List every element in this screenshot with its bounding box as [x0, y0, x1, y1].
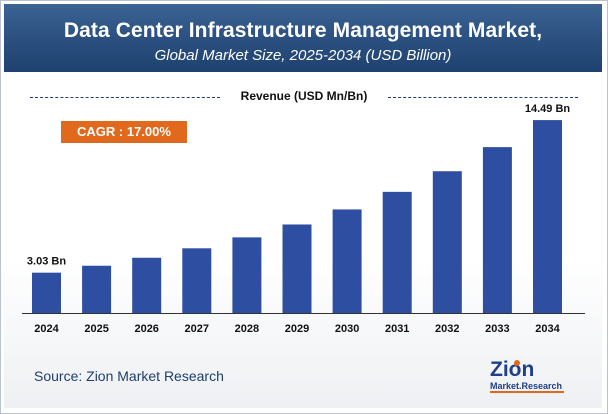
data-label: 14.49 Bn — [525, 103, 571, 115]
logo-text-top: Zion — [490, 358, 534, 381]
x-tick-label: 2025 — [84, 323, 108, 335]
x-tick-label: 2032 — [435, 323, 459, 335]
x-tick-label: 2031 — [385, 323, 409, 335]
logo-underline — [490, 391, 564, 393]
x-tick-label: 2033 — [485, 323, 509, 335]
bar-2032 — [432, 171, 462, 313]
x-tick-label: 2030 — [335, 323, 359, 335]
legend-dash-right — [388, 97, 578, 98]
source-note: Source: Zion Market Research — [34, 368, 224, 384]
x-tick-label: 2029 — [285, 323, 309, 335]
data-label: 3.03 Bn — [27, 256, 66, 268]
bar-2034 — [533, 120, 562, 314]
x-tick-label: 2027 — [185, 323, 209, 335]
bar-2030 — [332, 209, 362, 313]
x-tick-label: 2026 — [134, 323, 158, 335]
cagr-badge: CAGR : 17.00% — [61, 121, 187, 143]
legend-label: Revenue (USD Mn/Bn) — [240, 89, 368, 103]
zion-logo: Zion Market.Research — [490, 358, 564, 393]
logo-dot-icon — [514, 360, 520, 366]
x-tick-label: 2028 — [235, 323, 259, 335]
x-tick-label: 2024 — [34, 323, 59, 335]
chart-subtitle: Global Market Size, 2025-2034 (USD Billi… — [154, 47, 452, 64]
logo-text-bottom: Market.Research — [490, 381, 562, 391]
bar-2029 — [282, 224, 312, 313]
x-tick-label: 2034 — [535, 323, 560, 335]
bar-2027 — [182, 248, 212, 313]
chart-title: Data Center Infrastructure Management Ma… — [63, 19, 543, 42]
bar-2025 — [82, 265, 112, 313]
bar-2026 — [132, 257, 162, 313]
bar-2033 — [482, 147, 512, 313]
legend: Revenue (USD Mn/Bn) — [30, 89, 578, 107]
legend-dash-left — [30, 97, 220, 98]
bar-2028 — [232, 237, 262, 313]
bar-2024 — [32, 272, 61, 313]
bar-2031 — [382, 191, 412, 313]
chart-header: Data Center Infrastructure Management Ma… — [4, 4, 602, 72]
